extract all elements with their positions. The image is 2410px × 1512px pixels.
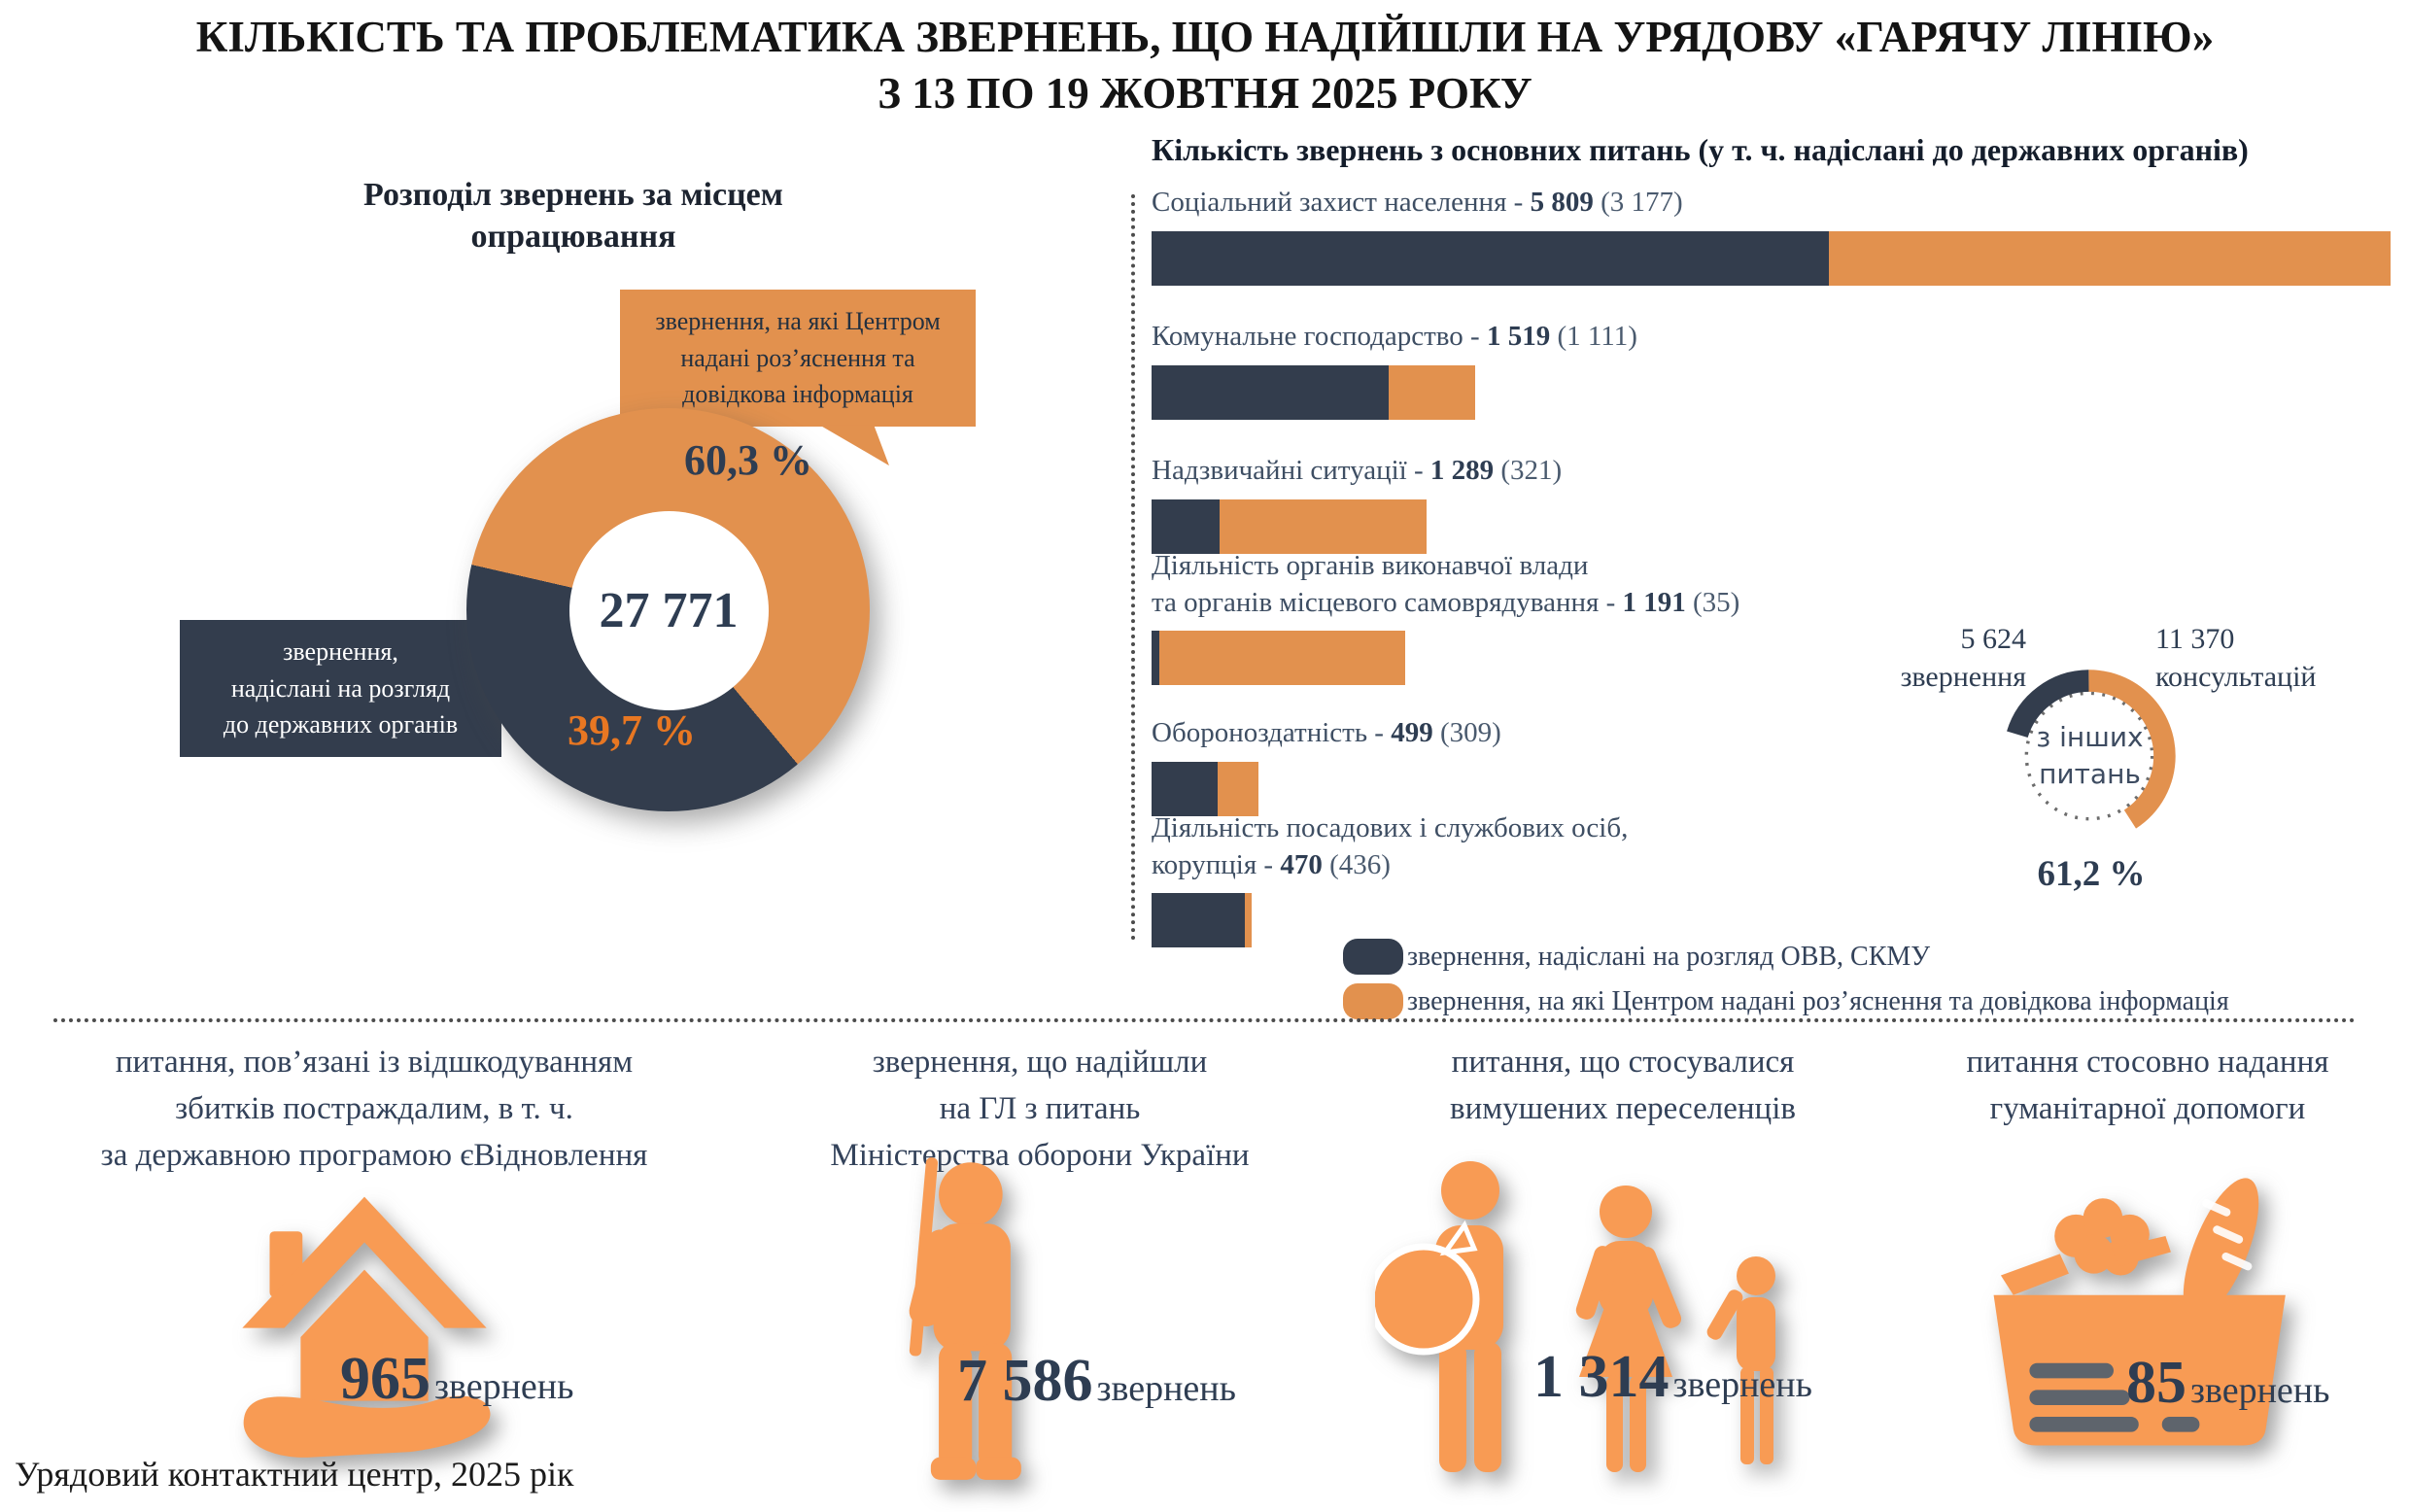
bar-row: Соціальний захист населення - 5 809 (3 1… — [1152, 185, 2395, 286]
bar-segment-orange — [1829, 230, 2391, 286]
dotted-ring — [2024, 691, 2154, 821]
soldier-icon — [909, 1157, 1021, 1480]
stacked-bar — [1152, 230, 2395, 286]
bar-row: Діяльність органів виконавчої влади та о… — [1152, 548, 2395, 686]
stat-defense-ministry: 7 586 звернень — [957, 1348, 1236, 1414]
family-icon — [1375, 1161, 1775, 1472]
callout-orange-slice: звернення, на які Центром надані роз’ясн… — [620, 290, 976, 428]
callout-dark-line2: надіслані на розгляд — [230, 673, 451, 703]
donut-hole: 27 771 — [568, 510, 769, 710]
stacked-bar — [1152, 631, 2395, 686]
stat-displaced-persons: 1 314 звернень — [1533, 1344, 1812, 1410]
legend-swatch-dark — [1343, 939, 1403, 975]
house-in-hand-icon — [242, 1196, 491, 1458]
stacked-bar — [1152, 761, 2395, 816]
section-header-displaced-persons: питання, що стосувалися вимушених пересе… — [1450, 1045, 1796, 1126]
bar-segment-dark — [1152, 893, 1245, 948]
stacked-bar — [1152, 498, 2395, 554]
source-note: Урядовий контактний центр, 2025 рік — [15, 1455, 574, 1494]
bar-segment-orange — [1388, 364, 1476, 420]
donut-dark-pct-label: 39,7 % — [568, 706, 696, 754]
bar-segment-orange — [1244, 893, 1253, 948]
bar-row: Діяльність посадових і службових осіб, к… — [1152, 810, 2395, 948]
callout-dark-line3: до державних органів — [223, 710, 459, 739]
page-title: КІЛЬКІСТЬ ТА ПРОБЛЕМАТИКА ЗВЕРНЕНЬ, ЩО Н… — [0, 10, 2410, 121]
donut-orange-pct-label: 60,3 % — [684, 436, 812, 484]
bar-segment-dark — [1152, 761, 1218, 816]
page-title-line1: КІЛЬКІСТЬ ТА ПРОБЛЕМАТИКА ЗВЕРНЕНЬ, ЩО Н… — [195, 13, 2215, 61]
stat-compensation: 965 звернень — [340, 1346, 574, 1412]
donut-chart-processing-place: 27 771 — [466, 408, 870, 811]
mini-donut-center-label: з інших питань — [2036, 721, 2144, 790]
bar-segment-orange — [1217, 761, 1258, 816]
bar-segment-dark — [1152, 230, 1830, 286]
dotted-divider — [53, 1018, 2357, 1022]
legend-item-dark: звернення, надіслані на розгляд ОВВ, СКМ… — [1343, 939, 2229, 975]
stat-humanitarian-aid: 85 звернень — [2126, 1350, 2330, 1416]
callout-orange-line1: звернення, на які Центром — [655, 307, 941, 335]
bar-segment-orange — [1220, 498, 1427, 554]
bar-segment-dark — [1152, 498, 1221, 554]
section-header-defense-ministry: звернення, що надійшли на ГЛ з питань Мі… — [830, 1045, 1250, 1173]
mini-donut-right-label: 11 370 консультацій — [2155, 623, 2317, 693]
page-title-line2: З 13 ПО 19 ЖОВТНЯ 2025 РОКУ — [878, 68, 1532, 118]
food-basket-icon — [1993, 1178, 2286, 1446]
bar-chart-title: Кількість звернень з основних питань (у … — [1152, 132, 2249, 167]
mini-donut-pct-label: 61,2 % — [2037, 854, 2146, 894]
section-header-compensation: питання, пов’язані із відшкодуванням зби… — [100, 1045, 648, 1173]
callout-orange-line2: надані роз’яснення та — [680, 343, 915, 372]
callout-dark-slice: звернення, надіслані на розгляд до держа… — [180, 620, 501, 758]
dotted-axis-line — [1131, 194, 1135, 941]
mini-arc-dark — [2003, 670, 2176, 842]
bar-segment-orange — [1158, 631, 1406, 686]
stacked-bar — [1152, 364, 2395, 420]
bar-segment-dark — [1152, 631, 1159, 686]
callout-dark-line1: звернення, — [283, 637, 398, 666]
legend-swatch-orange — [1343, 983, 1403, 1019]
legend: звернення, надіслані на розгляд ОВВ, СКМ… — [1343, 939, 2229, 1019]
section-header-humanitarian-aid: питання стосовно надання гуманітарної до… — [1966, 1045, 2329, 1126]
donut-total-value: 27 771 — [599, 582, 739, 638]
mini-donut-left-label: 5 624 звернення — [1900, 623, 2026, 693]
left-chart-title: Розподіл звернень за місцем опрацювання — [363, 177, 783, 255]
stacked-bar — [1152, 893, 2395, 948]
bar-row: Обороноздатність - 499 (309) — [1152, 715, 2395, 816]
bar-row: Надзвичайні ситуації - 1 289 (321) — [1152, 453, 2395, 554]
mini-donut-chart — [2003, 670, 2176, 842]
bar-segment-dark — [1152, 364, 1389, 420]
callout-orange-line3: довідкова інформація — [682, 380, 913, 409]
bar-row: Комунальне господарство - 1 519 (1 111) — [1152, 319, 2395, 420]
legend-item-orange: звернення, на які Центром надані роз’ясн… — [1343, 983, 2229, 1019]
